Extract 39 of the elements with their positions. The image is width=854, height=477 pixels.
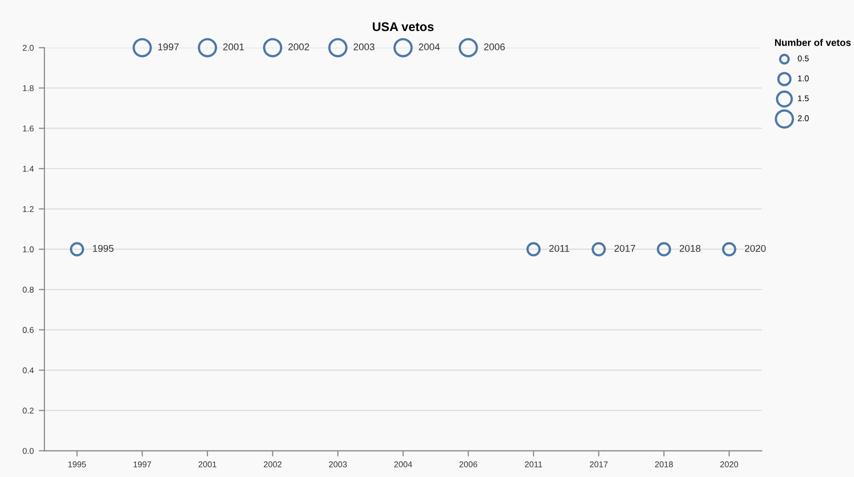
x-tick-label: 2020: [720, 461, 738, 468]
y-tick-label: 1.8: [23, 85, 34, 92]
annotation: 1997: [158, 43, 179, 50]
annotation: 2020: [744, 244, 766, 252]
annotation: 2001: [223, 43, 244, 50]
y-tick-label: 0.8: [22, 286, 34, 293]
y-tick-label: 1.4: [23, 166, 34, 172]
annotation: 2011: [549, 244, 570, 252]
y-tick-label: 2.0: [22, 44, 34, 51]
y-tick-label: 0.6: [22, 327, 34, 333]
x-tick-label: 2004: [394, 461, 412, 468]
y-tick-label: 0.0: [22, 448, 34, 454]
y-tick-label: 1.6: [23, 126, 34, 132]
x-tick-label: 2006: [459, 461, 478, 468]
x-tick-label: 2018: [655, 461, 673, 468]
y-tick-label: 1.0: [23, 246, 34, 252]
annotation: 2006: [484, 43, 505, 50]
y-tick-label: 0.4: [22, 367, 34, 374]
x-tick-label: 2011: [524, 461, 542, 468]
chart-title: USA vetos: [372, 22, 434, 32]
annotation: 2017: [614, 244, 636, 252]
annotation: 2003: [354, 43, 374, 50]
x-tick-label: 2002: [264, 461, 282, 468]
x-tick-label: 2003: [329, 461, 347, 468]
annotation: 2002: [288, 43, 310, 50]
legend-title: Number of vetos: [775, 38, 851, 46]
legend-label: 0.5: [798, 55, 809, 62]
x-tick-label: 2017: [590, 461, 608, 468]
x-tick-label: 2001: [198, 461, 216, 468]
legend-label: 1.0: [798, 75, 809, 82]
legend-label: 2.0: [798, 115, 809, 122]
y-tick-label: 1.2: [23, 206, 34, 212]
x-tick-label: 1995: [68, 461, 86, 468]
y-tick-label: 0.2: [22, 408, 34, 414]
annotation: 1995: [93, 244, 114, 252]
x-tick-label: 1997: [134, 461, 152, 468]
annotation: 2004: [418, 43, 440, 50]
annotation: 2018: [680, 244, 700, 252]
legend-label: 1.5: [798, 95, 809, 102]
